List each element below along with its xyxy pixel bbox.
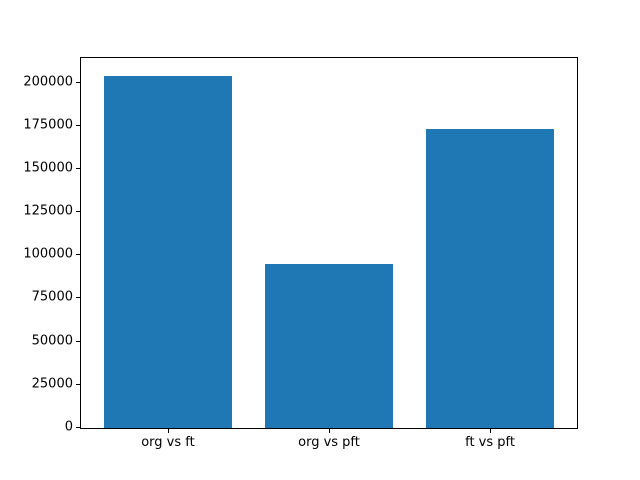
bar-org-vs-pft (264, 263, 394, 428)
y-tick-label: 100000 (23, 246, 73, 262)
bar-org-vs-ft (103, 75, 233, 428)
x-tick-label: org vs ft (141, 435, 195, 450)
y-tick-label: 25000 (31, 376, 73, 392)
x-tick-mark (167, 429, 169, 433)
x-tick-label: org vs pft (298, 435, 360, 450)
y-tick-label: 50000 (31, 333, 73, 349)
bar-ft-vs-pft (425, 129, 555, 428)
x-tick-mark (329, 429, 330, 433)
y-tick-label: 175000 (23, 117, 73, 133)
x-tick-mark (490, 429, 492, 433)
y-tick-label: 0 (64, 419, 73, 435)
y-tick-label: 75000 (31, 289, 73, 305)
plot-area (80, 57, 578, 429)
y-tick-label: 125000 (23, 203, 73, 219)
y-tick-label: 200000 (23, 74, 73, 90)
y-tick-label: 150000 (23, 160, 73, 176)
x-tick-label: ft vs pft (465, 435, 515, 450)
